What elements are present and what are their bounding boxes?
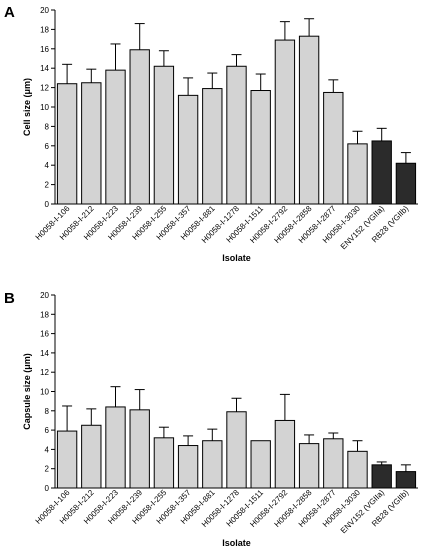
panel-a-y-tick-label: 8 — [45, 122, 50, 131]
panel-b-bar-2 — [105, 406, 126, 489]
panel-b-x-axis-title: Isolate — [222, 538, 251, 548]
panel-b-plot-area: 02468101214161820H0058-I-106H0058-I-212H… — [34, 291, 418, 535]
panel-b-bar-5 — [177, 445, 199, 489]
panel-a-y-tick-label: 18 — [40, 25, 49, 34]
panel-b-bar-0 — [56, 430, 78, 489]
panel-b-capsule-size-chart: B 02468101214161820H0058-I-106H0058-I-21… — [4, 290, 418, 548]
panel-a-plot-area: 02468101214161820H0058-I-106H0058-I-212H… — [34, 6, 418, 251]
panel-a-x-axis-title: Isolate — [222, 253, 251, 263]
panel-b-y-tick-label: 0 — [45, 484, 50, 493]
panel-a-y-tick-label: 2 — [45, 181, 50, 190]
panel-b-bar-3 — [129, 409, 150, 489]
panel-b-bar-12 — [347, 450, 368, 489]
panel-a-cell-size-chart: A 02468101214161820H0058-I-106H0058-I-21… — [4, 4, 418, 263]
panel-a-y-tick-label: 16 — [40, 45, 49, 54]
panel-a-bar-2 — [105, 69, 126, 205]
panel-b-y-tick-label: 16 — [40, 330, 49, 339]
panel-a-bar-6 — [202, 88, 223, 205]
panel-a-bar-12 — [347, 143, 368, 205]
panel-a-y-axis-title: Cell size (μm) — [22, 78, 32, 136]
panel-b-y-tick-label: 10 — [40, 388, 49, 397]
panel-a-bar-7 — [226, 65, 247, 205]
panel-a-letter: A — [4, 4, 15, 21]
panel-a-bar-11 — [323, 91, 344, 205]
panel-b-y-tick-label: 14 — [40, 349, 49, 358]
panel-a-bar-5 — [177, 94, 199, 205]
panel-a-y-tick-label: 12 — [40, 84, 49, 93]
panel-b-bar-7 — [226, 411, 247, 489]
panel-a-y-tick-label: 10 — [40, 103, 49, 112]
panel-b-bar-1 — [81, 424, 102, 489]
panel-b-bar-10 — [298, 443, 320, 489]
panel-a-bar-1 — [81, 82, 102, 205]
panel-a-y-tick-label: 4 — [45, 161, 50, 170]
panel-a-bar-9 — [274, 39, 296, 205]
panel-b-bar-4 — [153, 437, 175, 489]
panel-a-bar-13 — [371, 140, 392, 205]
panel-a-y-tick-label: 14 — [40, 64, 49, 73]
panel-b-bar-8 — [250, 440, 271, 489]
panel-b-y-tick-label: 6 — [45, 426, 50, 435]
panel-a-bar-4 — [153, 65, 175, 205]
panel-a-bar-3 — [129, 49, 150, 205]
panel-b-y-tick-label: 18 — [40, 310, 49, 319]
panel-b-y-tick-label: 12 — [40, 368, 49, 377]
panel-b-y-tick-label: 4 — [45, 445, 50, 454]
panel-a-bar-8 — [250, 90, 271, 205]
panel-b-y-tick-label: 2 — [45, 465, 50, 474]
panel-a-y-tick-label: 6 — [45, 142, 50, 151]
panel-a-bar-14 — [395, 162, 417, 205]
panel-b-letter: B — [4, 290, 15, 307]
panel-b-y-tick-label: 8 — [45, 407, 50, 416]
panel-a-y-tick-label: 0 — [45, 200, 50, 209]
panel-b-y-tick-label: 20 — [40, 291, 49, 300]
panel-a-y-tick-label: 20 — [40, 6, 49, 15]
panel-b-bar-13 — [371, 464, 392, 489]
panel-b-y-axis-title: Capsule size (μm) — [22, 353, 32, 430]
panel-b-bar-11 — [323, 438, 344, 489]
panel-b-bar-6 — [202, 440, 223, 489]
panel-a-bar-0 — [56, 83, 78, 205]
panel-b-bar-14 — [395, 471, 417, 489]
panel-a-bar-10 — [298, 35, 320, 205]
panel-b-bar-9 — [274, 419, 296, 489]
